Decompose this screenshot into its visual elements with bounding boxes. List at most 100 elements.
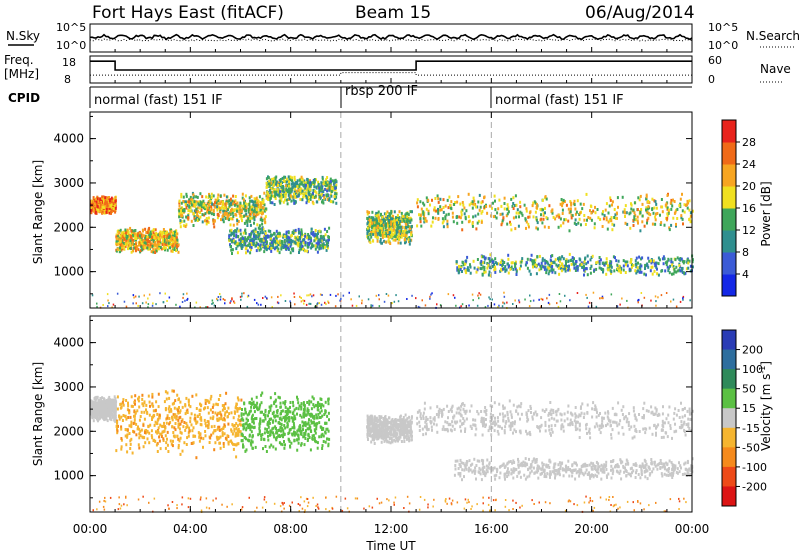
power-pixel: [255, 241, 258, 245]
power-pixel: [285, 188, 288, 192]
power-pixel: [686, 206, 689, 210]
power-pixel: [525, 209, 528, 213]
power-pixel: [151, 237, 154, 241]
power-pixel: [525, 261, 528, 265]
power-pixel: [310, 195, 312, 199]
power-near-range-pixel: [134, 295, 137, 298]
power-pixel: [590, 264, 593, 268]
power-pixel: [134, 229, 137, 232]
power-pixel: [193, 203, 196, 207]
power-pixel: [471, 222, 474, 226]
power-pixel: [583, 268, 585, 272]
power-pixel: [450, 200, 453, 204]
power-pixel: [411, 210, 413, 214]
power-pixel: [319, 246, 321, 250]
power-pixel: [373, 224, 376, 228]
power-near-range-pixel: [488, 296, 490, 299]
power-pixel: [450, 207, 453, 211]
power-pixel: [390, 222, 393, 226]
power-pixel: [212, 194, 215, 198]
power-pixel: [562, 265, 565, 269]
power-pixel: [596, 208, 599, 211]
power-pixel: [325, 183, 328, 187]
power-pixel: [571, 256, 574, 260]
power-pixel: [387, 224, 389, 228]
power-pixel: [654, 218, 657, 222]
power-pixel: [691, 265, 694, 269]
power-pixel: [676, 256, 679, 260]
power-pixel: [640, 257, 642, 261]
power-pixel: [319, 230, 322, 234]
power-pixel: [95, 197, 98, 201]
power-pixel: [230, 233, 232, 237]
power-near-range-pixel: [503, 291, 505, 294]
power-pixel: [617, 205, 619, 209]
power-pixel: [416, 224, 419, 228]
power-pixel: [307, 195, 310, 199]
power-pixel: [114, 196, 117, 200]
power-pixel: [110, 208, 113, 212]
power-pixel: [514, 204, 516, 207]
power-pixel: [480, 267, 483, 271]
power-pixel: [482, 265, 485, 269]
power-pixel: [108, 206, 111, 210]
power-pixel: [107, 201, 109, 205]
power-pixel: [253, 208, 256, 212]
power-pixel: [628, 267, 631, 271]
power-pixel: [119, 246, 121, 250]
power-pixel: [602, 261, 605, 265]
power-pixel: [108, 205, 110, 209]
power-pixel: [620, 270, 622, 274]
power-pixel: [488, 257, 491, 261]
power-near-range-pixel: [253, 298, 256, 301]
power-near-range-pixel: [452, 294, 455, 297]
power-pixel: [254, 237, 257, 240]
power-pixel: [215, 201, 218, 205]
power-pixel: [328, 185, 331, 189]
velocity-pixel: [104, 414, 106, 418]
power-pixel: [272, 180, 275, 184]
power-pixel: [326, 230, 329, 233]
power-pixel: [366, 229, 369, 233]
power-pixel: [276, 249, 279, 253]
power-pixel: [190, 198, 193, 201]
power-near-range-pixel: [318, 302, 320, 305]
power-pixel: [579, 263, 582, 267]
power-pixel: [269, 196, 272, 200]
power-pixel: [262, 211, 264, 215]
power-pixel: [545, 260, 547, 263]
power-pixel: [304, 249, 307, 253]
power-pixel: [222, 203, 225, 207]
power-pixel: [381, 217, 384, 221]
power-near-range-pixel: [229, 301, 231, 304]
power-pixel: [375, 220, 378, 224]
power-pixel: [230, 228, 233, 232]
power-pixel: [600, 267, 603, 271]
power-pixel: [304, 193, 307, 197]
power-pixel: [326, 242, 328, 246]
power-pixel: [287, 190, 289, 194]
power-pixel: [248, 233, 251, 237]
power-pixel: [666, 265, 669, 269]
velocity-pixel: [113, 399, 116, 403]
power-pixel: [451, 215, 454, 219]
power-pixel: [418, 213, 420, 217]
power-pixel: [146, 240, 149, 244]
power-pixel: [657, 256, 660, 260]
power-pixel: [466, 266, 469, 270]
power-pixel: [141, 248, 144, 252]
power-pixel: [649, 213, 652, 217]
power-pixel: [503, 207, 506, 211]
power-pixel: [579, 202, 582, 206]
power-pixel: [379, 230, 381, 234]
power-pixel: [232, 194, 235, 198]
power-pixel: [264, 215, 267, 219]
power-pixel: [264, 244, 267, 248]
power-pixel: [506, 203, 509, 207]
power-pixel: [492, 201, 494, 205]
power-pixel: [678, 204, 681, 208]
power-pixel: [480, 263, 483, 267]
power-pixel: [609, 196, 612, 200]
power-pixel: [260, 243, 262, 247]
power-pixel: [251, 240, 254, 244]
